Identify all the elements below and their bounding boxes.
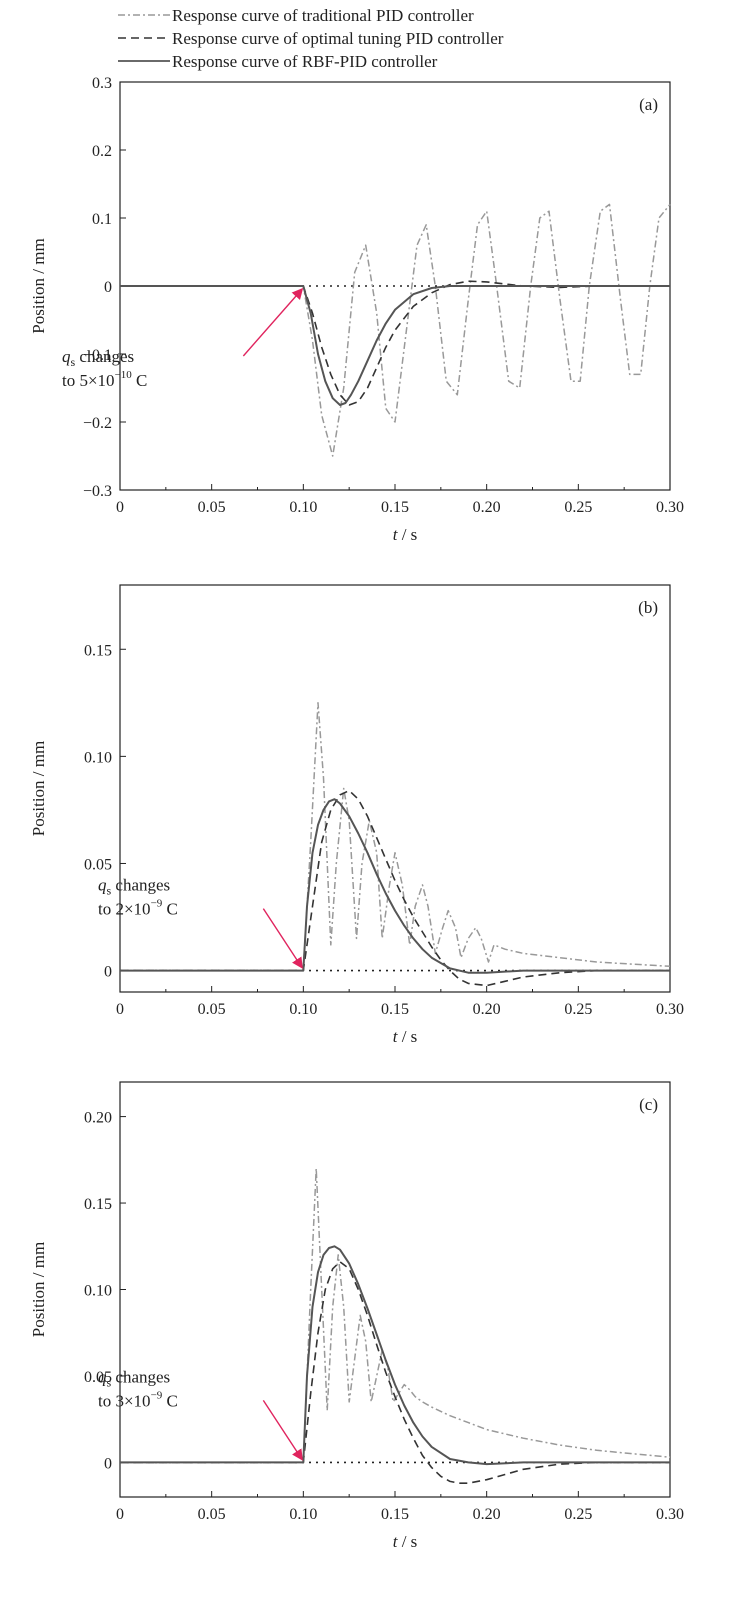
x-axis-label: t / s: [393, 525, 418, 544]
x-tick-label: 0: [116, 1001, 124, 1018]
x-axis-label: t / s: [393, 1532, 418, 1551]
plot-frame: [119, 584, 671, 993]
panel-a: 0 0.05 0.10 0.15 0.20 0.25 0.30 −0.3 −0.2 −0.1 0 0.…: [29, 75, 684, 544]
x-tick-label: 0.05: [198, 499, 226, 516]
y-tick-label: −0.1: [83, 347, 112, 364]
x-tick-label: 0.25: [564, 499, 592, 516]
y-tick-label: 0.10: [84, 749, 112, 766]
y-tick-label: 0.2: [92, 143, 112, 160]
x-tick-label: 0.05: [198, 1506, 226, 1523]
panel-tag: (b): [638, 598, 658, 617]
series-line-optimal-tuning-pid: [120, 280, 670, 406]
y-tick-label: 0: [104, 279, 112, 296]
y-tick-label: 0.10: [84, 1283, 112, 1300]
x-tick-label: 0: [116, 1506, 124, 1523]
x-tick-label: 0.30: [656, 1001, 684, 1018]
series-line-rbf-pid: [120, 285, 670, 406]
series-line-optimal-tuning-pid: [120, 789, 670, 987]
panel-c: 0 0.05 0.10 0.15 0.20 0.25 0.30 0 0.05 0.10 0.15 0.…: [29, 1081, 684, 1551]
annotation-arrow: [242, 287, 304, 357]
x-tick-label: 0.25: [564, 1506, 592, 1523]
x-tick-label: 0.30: [656, 1506, 684, 1523]
x-tick-label: 0.20: [473, 1506, 501, 1523]
annotation-line-1: qs changes: [98, 876, 170, 898]
x-tick-label: 0.20: [473, 499, 501, 516]
series-line-rbf-pid: [120, 798, 670, 974]
series-line-traditional-pid: [120, 702, 671, 972]
y-axis-label: Position / mm: [29, 1242, 48, 1337]
panel-b: 0 0.05 0.10 0.15 0.20 0.25 0.30 0 0.05 0.10 0.15 t …: [29, 584, 684, 1046]
x-tick-label: 0.30: [656, 499, 684, 516]
y-axis-label: Position / mm: [29, 238, 48, 333]
plot-frame: [119, 1081, 671, 1498]
series-line-optimal-tuning-pid: [120, 1261, 670, 1484]
x-tick-label: 0.15: [381, 499, 409, 516]
legend-label-rbf: Response curve of RBF-PID controller: [172, 52, 438, 71]
annotation-line-1: qs changes: [98, 1367, 170, 1389]
y-axis-label: Position / mm: [29, 741, 48, 836]
legend: Response curve of traditional PID contro…: [118, 6, 504, 71]
x-tick-label: 0.10: [289, 1001, 317, 1018]
annotation-arrow: [262, 908, 303, 969]
x-tick-label: 0: [116, 499, 124, 516]
y-tick-label: 0.3: [92, 75, 112, 92]
annotation-arrow: [262, 1400, 303, 1461]
series-line-traditional-pid: [120, 203, 671, 457]
panel-tag: (a): [639, 95, 658, 114]
annotation-line-2: to 2×10−9 C: [98, 898, 178, 919]
y-tick-label: 0: [104, 964, 112, 981]
y-tick-label: 0.05: [84, 1369, 112, 1386]
legend-label-traditional: Response curve of traditional PID contro…: [172, 6, 474, 25]
y-tick-label: 0.20: [84, 1110, 112, 1127]
y-tick-label: −0.3: [83, 483, 112, 500]
series-line-rbf-pid: [120, 1245, 670, 1466]
x-tick-label: 0.15: [381, 1001, 409, 1018]
y-tick-label: 0.15: [84, 1196, 112, 1213]
x-tick-label: 0.05: [198, 1001, 226, 1018]
x-tick-label: 0.15: [381, 1506, 409, 1523]
y-tick-label: 0: [104, 1455, 112, 1472]
annotation-line-2: to 5×10−10 C: [62, 369, 147, 390]
series-line-traditional-pid: [120, 1167, 671, 1464]
x-axis-label: t / s: [393, 1027, 418, 1046]
x-tick-label: 0.10: [289, 499, 317, 516]
annotation-line-1: qs changes: [62, 347, 134, 369]
y-tick-label: −0.2: [83, 415, 112, 432]
y-tick-label: 0.1: [92, 211, 112, 228]
y-tick-label: 0.05: [84, 856, 112, 873]
annotation-line-2: to 3×10−9 C: [98, 1389, 178, 1410]
x-tick-label: 0.25: [564, 1001, 592, 1018]
x-tick-label: 0.10: [289, 1506, 317, 1523]
legend-label-optimal: Response curve of optimal tuning PID con…: [172, 29, 504, 48]
x-tick-label: 0.20: [473, 1001, 501, 1018]
panel-tag: (c): [639, 1095, 658, 1114]
y-tick-label: 0.15: [84, 642, 112, 659]
